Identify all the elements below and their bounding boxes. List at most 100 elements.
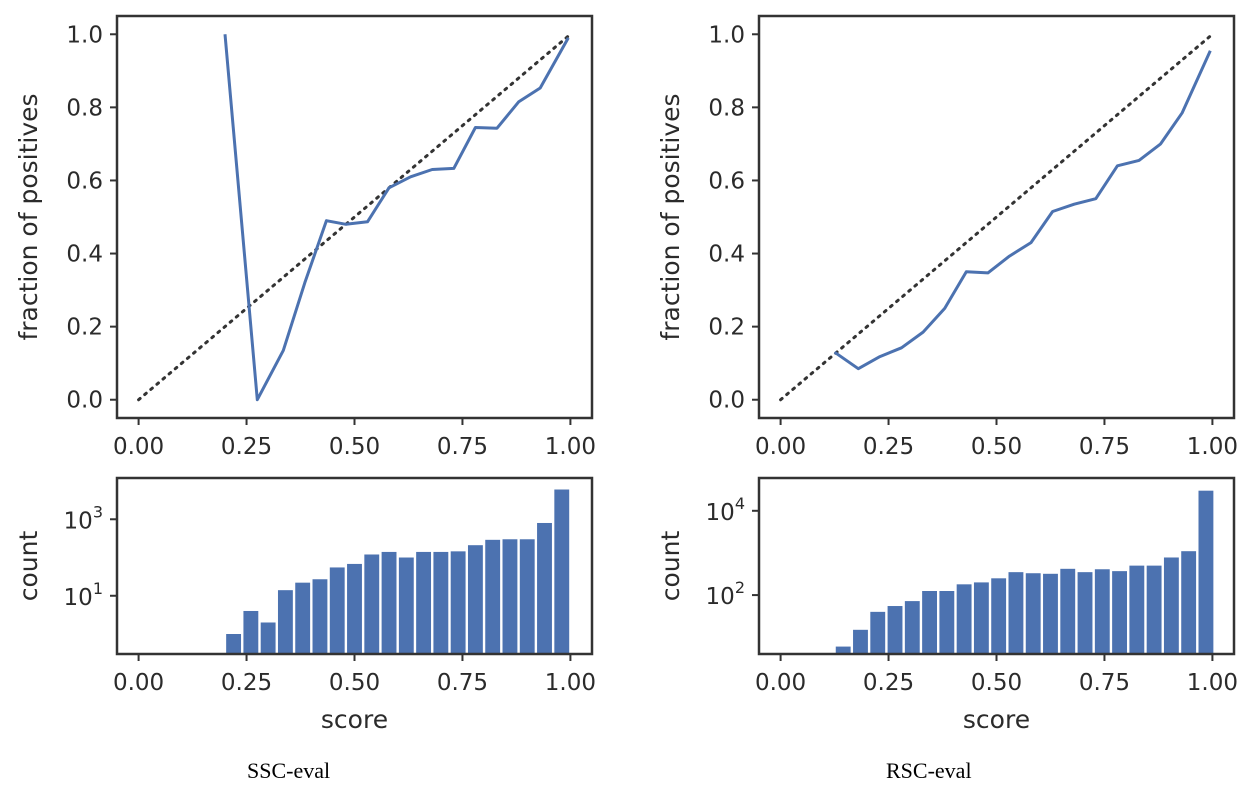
histogram-bar — [347, 563, 362, 654]
y-tick-exponent: 3 — [93, 502, 103, 521]
y-tick-label: 101 — [64, 579, 103, 611]
y-tick-label: 103 — [64, 502, 103, 534]
y-tick-label: 0.6 — [708, 168, 745, 194]
histogram-bar — [973, 582, 989, 654]
histogram-bar — [1181, 551, 1197, 654]
y-tick-base: 10 — [64, 508, 93, 534]
y-tick-label: 102 — [706, 578, 745, 610]
x-tick-label: 0.25 — [863, 670, 914, 696]
ssc-calibration-plot: 0.0 0.2 0.4 0.6 0.8 1.0 0.00 0.25 0.50 0.75 1.00 fr… — [14, 14, 596, 460]
x-tick-label: 0.75 — [437, 670, 488, 696]
y-tick-label: 0.8 — [708, 95, 745, 121]
histogram-bar — [1008, 572, 1024, 654]
x-tick-label: 0.25 — [221, 434, 272, 460]
histogram-bar — [450, 551, 466, 654]
histogram-bar — [1077, 572, 1093, 654]
y-axis-label: fraction of positives — [14, 93, 43, 340]
histogram-bar — [519, 539, 535, 654]
histogram-bar — [939, 591, 955, 654]
x-tick-label: 0.00 — [755, 434, 806, 460]
histogram-bar — [364, 554, 380, 654]
histogram-bar — [922, 591, 938, 654]
histogram-bar — [277, 590, 293, 654]
histogram-bar — [398, 557, 414, 654]
reference-diagonal — [779, 32, 1214, 402]
figure: 0.0 0.2 0.4 0.6 0.8 1.0 0.00 0.25 0.50 0.75 1.00 fr… — [14, 14, 1238, 734]
x-tick-label: 1.00 — [1187, 670, 1238, 696]
histogram-bar — [1060, 568, 1076, 654]
x-tick-label: 0.50 — [329, 434, 380, 460]
x-tick-label: 0.00 — [113, 434, 164, 460]
y-axis-label: fraction of positives — [656, 93, 685, 340]
histogram-bar — [243, 610, 259, 654]
histogram-bar — [1198, 490, 1214, 654]
y-tick-exponent: 4 — [735, 494, 745, 513]
y-tick-label: 104 — [706, 494, 745, 526]
y-tick-base: 10 — [706, 584, 735, 610]
histogram-bar — [226, 634, 242, 654]
histogram-bar — [467, 545, 483, 654]
calibration-line — [833, 50, 1212, 371]
y-tick-exponent: 2 — [735, 578, 745, 597]
x-tick-label: 0.00 — [113, 670, 164, 696]
y-tick-label: 0.6 — [66, 168, 103, 194]
histogram-bar — [956, 584, 972, 654]
histogram-bar — [835, 646, 851, 654]
caption-ssc-eval: SSC-eval — [247, 758, 331, 783]
y-tick-label: 0.2 — [708, 315, 745, 341]
histogram-bar — [381, 551, 397, 654]
histogram-bar — [1163, 557, 1179, 654]
reference-diagonal — [137, 32, 572, 402]
x-axis-label: score — [321, 705, 388, 734]
y-tick-label: 0.0 — [66, 388, 103, 414]
y-tick-label: 0.4 — [66, 242, 103, 268]
x-tick-label: 0.50 — [329, 670, 380, 696]
x-tick-label: 1.00 — [545, 670, 596, 696]
histogram-bar — [904, 601, 920, 654]
histogram-bar — [537, 522, 552, 654]
x-tick-label: 0.25 — [863, 434, 914, 460]
histogram-bar — [991, 578, 1007, 654]
calibration-line — [223, 34, 570, 402]
y-tick-label: 1.0 — [66, 22, 103, 48]
x-tick-label: 0.00 — [755, 670, 806, 696]
y-tick-label: 0.4 — [708, 242, 745, 268]
histogram-bar — [329, 567, 345, 654]
x-tick-label: 0.50 — [971, 670, 1022, 696]
histogram-bar — [1025, 573, 1041, 654]
rsc-calibration-plot: 0.0 0.2 0.4 0.6 0.8 1.0 0.00 0.25 0.50 0.75 1.00 fr… — [656, 14, 1238, 460]
y-tick-label: 0.8 — [66, 95, 103, 121]
histogram-bar — [887, 606, 903, 654]
histogram-bar — [295, 582, 311, 654]
histogram-bar — [312, 579, 328, 654]
histogram-bar — [1043, 573, 1058, 654]
histogram-bar — [853, 629, 868, 654]
caption-rsc-eval: RSC-eval — [886, 758, 972, 783]
x-tick-label: 0.25 — [221, 670, 272, 696]
x-tick-label: 1.00 — [545, 434, 596, 460]
y-tick-label: 0.2 — [66, 315, 103, 341]
histogram-bar — [1094, 569, 1110, 654]
histogram-bar — [502, 539, 518, 654]
y-axis-label: count — [656, 531, 685, 602]
x-tick-label: 0.75 — [1079, 670, 1130, 696]
histogram-bar — [1112, 571, 1128, 654]
x-tick-label: 1.00 — [1187, 434, 1238, 460]
histogram-bar — [485, 539, 501, 654]
y-tick-label: 1.0 — [708, 22, 745, 48]
x-tick-label: 0.50 — [971, 434, 1022, 460]
histogram-bar — [416, 551, 432, 654]
y-tick-base: 10 — [64, 585, 93, 611]
histogram-bar — [1146, 565, 1162, 654]
histogram-bar — [433, 551, 449, 654]
x-tick-label: 0.75 — [1079, 434, 1130, 460]
histogram-bar — [554, 489, 570, 654]
y-tick-label: 0.0 — [708, 388, 745, 414]
x-axis-label: score — [963, 705, 1030, 734]
y-axis-label: count — [14, 531, 43, 602]
y-tick-exponent: 1 — [93, 579, 103, 598]
y-tick-base: 10 — [706, 500, 735, 526]
histogram-bar — [260, 622, 276, 654]
